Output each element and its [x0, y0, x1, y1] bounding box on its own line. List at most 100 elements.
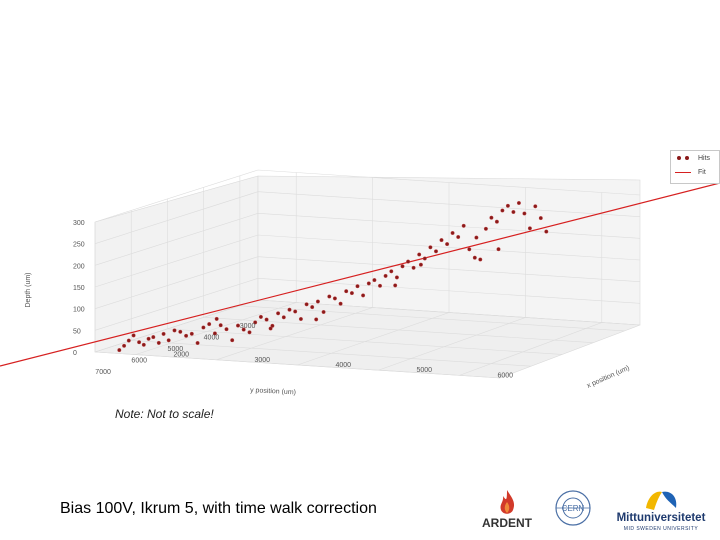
cern-logo: CERN — [553, 488, 593, 528]
hit-point — [201, 325, 206, 330]
x-tick-label: 4000 — [336, 362, 352, 369]
hit-point — [151, 335, 156, 340]
grid-line — [94, 256, 641, 309]
axis-ticks: 0 50 100 150 200 250 300 7000 6000 5000 4000 3000 20… — [73, 220, 513, 379]
x-tick-label: 5000 — [417, 367, 433, 374]
hit-point — [428, 245, 433, 250]
hit-point — [253, 320, 258, 325]
z-tick-label: 300 — [73, 220, 85, 227]
hit-point — [456, 234, 461, 239]
x-tick-label: 2000 — [174, 352, 190, 359]
hit-point — [122, 343, 127, 348]
miun-wordmark: Mittuniversitetet — [616, 512, 706, 524]
hit-point — [137, 340, 142, 345]
legend-label-fit: Fit — [698, 169, 706, 176]
hit-point — [258, 314, 263, 319]
hit-point — [355, 284, 360, 289]
hit-point — [218, 323, 223, 328]
hit-point — [500, 208, 505, 213]
hit-point — [445, 242, 450, 247]
hit-point — [406, 259, 411, 264]
hit-point — [496, 247, 501, 252]
x-tick-label: 3000 — [255, 357, 271, 364]
hit-point — [146, 336, 151, 341]
hit-point — [293, 309, 298, 314]
hit-point — [161, 331, 166, 336]
ardent-logo: ARDENT — [482, 488, 532, 536]
z-axis-label: Depth (um) — [25, 272, 32, 307]
hit-point — [400, 264, 405, 269]
hit-point — [117, 348, 122, 353]
hits-marker-icon — [685, 156, 689, 160]
grid-line — [459, 192, 603, 376]
z-tick-label: 150 — [73, 285, 85, 292]
hit-point — [516, 200, 521, 205]
hit-point — [538, 216, 543, 221]
grid-line — [94, 169, 641, 223]
fit-line-path — [0, 182, 720, 367]
slide-caption: Bias 100V, Ikrum 5, with time walk corre… — [60, 500, 377, 517]
hit-point — [394, 275, 399, 280]
cern-wordmark: CERN — [562, 504, 585, 513]
hit-point — [247, 330, 252, 335]
grid-line — [94, 278, 641, 331]
hits-marker-icon — [677, 156, 681, 160]
hit-point — [281, 315, 286, 320]
y-tick-label: 4000 — [204, 334, 220, 341]
hit-point — [361, 293, 366, 298]
z-tick-label: 50 — [73, 328, 81, 335]
fit-line-icon — [675, 172, 691, 173]
legend-entry-fit: Fit — [671, 165, 719, 179]
hit-point — [241, 327, 246, 332]
hit-point — [450, 230, 455, 235]
legend-entry-hits: Hits — [671, 151, 719, 165]
legend: Hits Fit — [670, 150, 720, 184]
grid-line — [216, 177, 373, 361]
grid-line — [94, 191, 641, 244]
x-tick-label: 6000 — [498, 372, 514, 379]
hit-point — [126, 338, 131, 343]
hit-point — [304, 302, 309, 307]
y-tick-label: 3000 — [240, 323, 256, 330]
hit-point — [522, 211, 527, 216]
miun-subtitle: MID SWEDEN UNIVERSITY — [623, 526, 699, 532]
hit-point — [417, 252, 422, 257]
hit-point — [411, 265, 416, 270]
hit-point — [131, 333, 136, 338]
hit-point — [472, 255, 477, 260]
cern-icon: CERN — [555, 490, 591, 526]
hit-point — [235, 323, 240, 328]
hit-point — [483, 226, 488, 231]
flame-icon — [500, 490, 515, 514]
miun-logo: Mittuniversitetet MID SWEDEN UNIVERSITY — [606, 488, 716, 536]
hits-points — [117, 200, 549, 353]
hit-point — [141, 342, 146, 347]
grid-line — [94, 234, 641, 288]
grid-line — [297, 182, 450, 366]
hit-point — [195, 341, 200, 346]
grid-line — [239, 175, 625, 332]
hit-point — [389, 269, 394, 274]
hit-point — [344, 289, 349, 294]
hit-point — [327, 294, 332, 299]
hit-point — [474, 235, 479, 240]
hit-point — [366, 281, 371, 286]
hit-point — [224, 327, 229, 332]
hit-point — [156, 340, 161, 345]
hit-point — [321, 310, 326, 315]
ardent-wordmark: ARDENT — [482, 516, 532, 530]
hit-point — [418, 262, 423, 267]
hit-point — [478, 257, 483, 262]
hit-point — [505, 203, 510, 208]
hit-point — [314, 317, 319, 322]
hit-point — [544, 229, 549, 234]
y-axis-label: y position (um) — [250, 387, 296, 396]
grid-line — [94, 222, 501, 379]
z-tick-label: 100 — [73, 307, 85, 314]
hit-point — [315, 299, 320, 304]
hit-point — [276, 311, 281, 316]
hit-point — [349, 291, 354, 296]
hit-point — [230, 338, 235, 343]
hit-point — [264, 317, 269, 322]
hit-point — [489, 215, 494, 220]
